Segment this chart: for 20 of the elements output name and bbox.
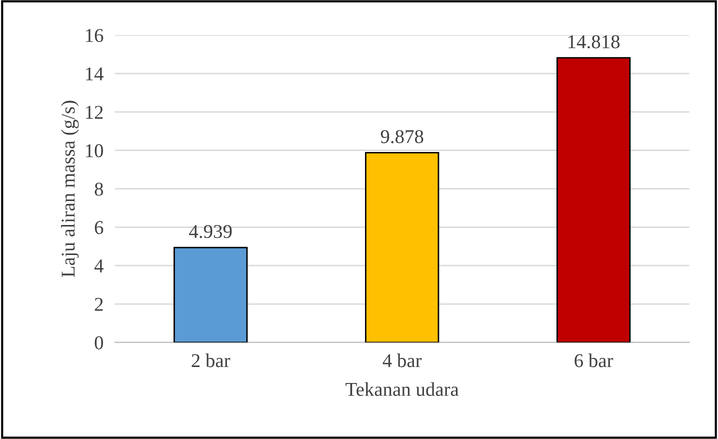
y-tick-label: 10 (86, 144, 104, 158)
y-tick-label: 12 (86, 106, 103, 119)
y-tick-label: 8 (94, 182, 104, 196)
x-tick-label: 6 bar (574, 354, 614, 368)
data-label: 4.939 (189, 224, 232, 238)
y-tick-label: 2 (94, 298, 103, 311)
bar (174, 246, 248, 342)
y-tick-label: 0 (94, 336, 104, 350)
y-tick-label: 14 (86, 67, 104, 80)
data-label: 14.818 (568, 35, 620, 48)
bar (556, 57, 631, 342)
y-tick-label: 16 (86, 28, 104, 42)
y-axis-title: Laju aliran massa (g/s) (61, 100, 79, 278)
data-label: 9.878 (380, 130, 424, 144)
x-tick-label: 2 bar (192, 354, 230, 368)
x-axis-title: Tekanan udara (346, 382, 459, 396)
bar (365, 152, 440, 342)
x-tick-label: 4 bar (382, 354, 422, 368)
y-tick-label: 4 (94, 260, 104, 272)
y-tick-label: 6 (94, 221, 104, 234)
